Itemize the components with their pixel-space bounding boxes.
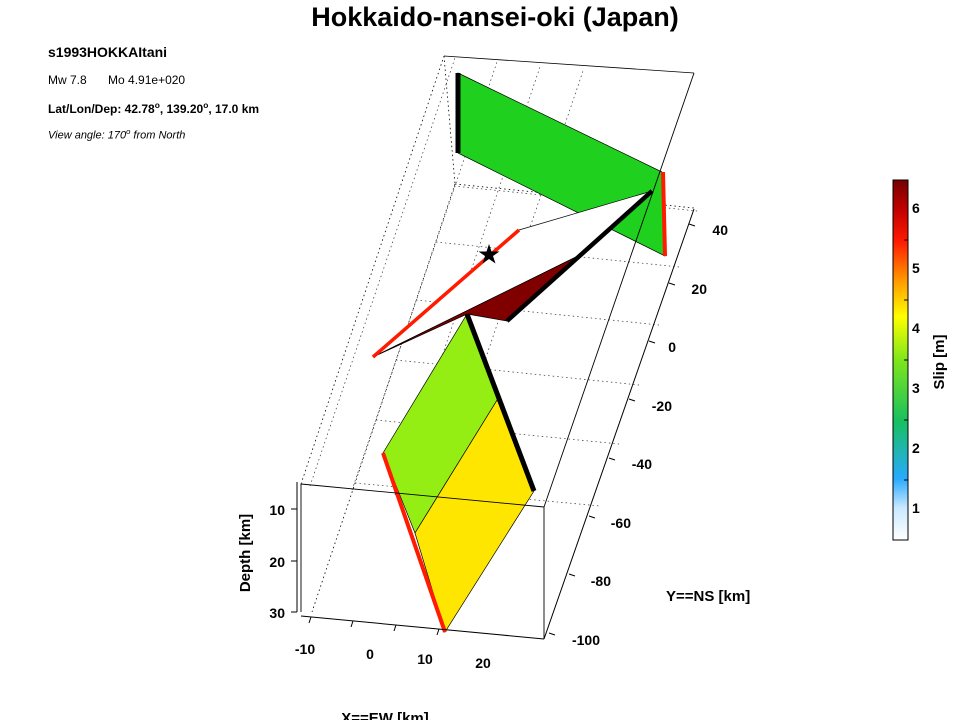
x-tick-label: 20 — [475, 655, 491, 671]
z-tick-label: 10 — [269, 502, 285, 518]
colorbar-tick-label: 4 — [912, 320, 920, 336]
y-tick-label: 0 — [668, 339, 676, 355]
location-line: Lat/Lon/Dep: 42.78o, 139.20o, 17.0 km — [48, 100, 260, 116]
tick-marks — [291, 223, 696, 636]
event-id: s1993HOKKAItani — [48, 44, 168, 60]
south-top-edge — [464, 313, 537, 492]
latitude: 42.78 — [124, 102, 155, 116]
moment-magnitude: Mw 7.8 — [48, 73, 87, 87]
y-axis-label: Y==NS [km] — [666, 588, 750, 605]
z-tick-label: 30 — [269, 605, 285, 621]
x-tick-labels: -10 0 10 20 — [295, 641, 491, 671]
colorbar-tick-label: 6 — [912, 200, 920, 216]
central-top-edge — [505, 189, 654, 323]
x-tick-label: -10 — [295, 641, 315, 657]
fault-segments — [372, 72, 666, 633]
x-tick-label: 0 — [366, 646, 374, 662]
seismic-moment: Mo 4.91e+020 — [108, 73, 186, 87]
z-axis-label: Depth [km] — [237, 514, 254, 592]
segment-central-shallow — [372, 190, 653, 358]
box-back-edges — [300, 55, 695, 613]
x-tick-label: 10 — [417, 651, 433, 667]
central-bottom-edge — [371, 228, 521, 359]
colorbar-ticks — [904, 179, 908, 481]
y-tick-label: -100 — [572, 632, 600, 648]
magnitude-line: Mw 7.8 Mo 4.91e+020 — [48, 73, 203, 87]
view-angle: View angle: 170o from North — [48, 127, 186, 142]
x-axis-label: X==EW [km] — [341, 710, 429, 720]
y-tick-label: -60 — [611, 515, 631, 531]
y-tick-label: 20 — [691, 281, 707, 297]
y-tick-label: -20 — [652, 398, 672, 414]
colorbar-tick-label: 1 — [912, 500, 920, 516]
north-bottom-edge — [661, 171, 667, 257]
colorbar-label: Slip [m] — [931, 334, 948, 389]
colorbar-tick-label: 2 — [912, 440, 920, 456]
colorbar: 1 2 3 4 5 6 Slip [m] — [892, 179, 948, 541]
axes — [296, 208, 695, 640]
fault-edges — [371, 73, 667, 633]
y-tick-label: 40 — [712, 222, 728, 238]
z-tick-label: 20 — [269, 554, 285, 570]
y-axis-line — [543, 208, 695, 640]
y-tick-labels: 40 20 0 -20 -40 -60 -80 -100 — [572, 222, 728, 648]
colorbar-tick-label: 5 — [912, 260, 920, 276]
box-front-edges — [300, 72, 695, 639]
z-tick-labels: 10 20 30 — [269, 502, 285, 621]
x-axis-line — [300, 615, 545, 640]
chart-title: Hokkaido-nansei-oki (Japan) — [311, 2, 679, 32]
hypocenter-star — [478, 244, 500, 264]
y-tick-label: -80 — [591, 573, 611, 589]
colorbar-tick-label: 3 — [912, 380, 920, 396]
y-tick-label: -40 — [632, 456, 652, 472]
longitude: 139.20 — [166, 102, 204, 116]
hypocenter-depth: 17.0 km — [215, 102, 260, 116]
south-bottom-edge — [381, 452, 447, 633]
